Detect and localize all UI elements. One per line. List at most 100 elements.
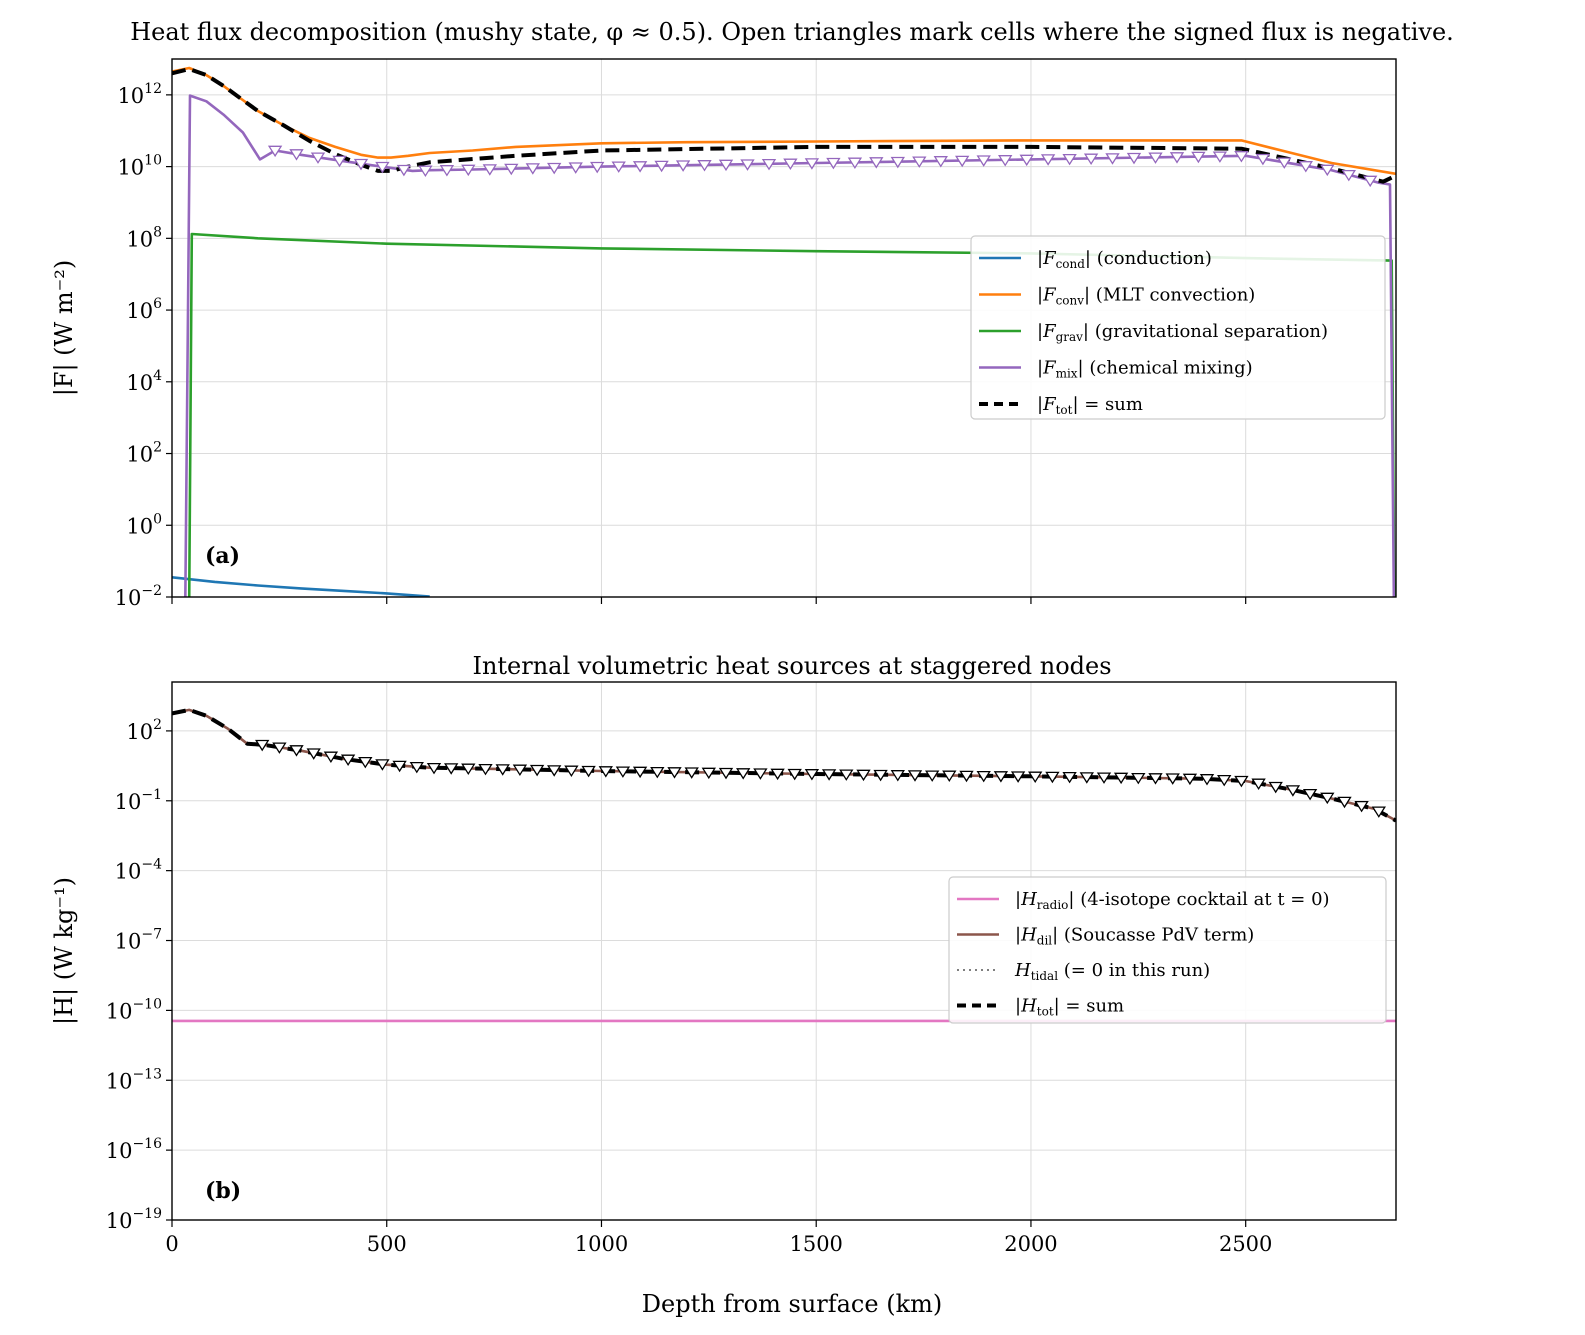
a-negative-marker xyxy=(611,161,626,173)
b-negative-marker xyxy=(856,769,871,782)
panel-a-label: (a) xyxy=(205,543,240,569)
a-y-tick-label: 1012 xyxy=(117,81,162,108)
a-negative-marker xyxy=(547,162,562,175)
a-negative-marker xyxy=(439,165,455,177)
b-negative-marker xyxy=(1010,771,1026,783)
b-legend-label-dil: |Hdil| (Soucasse PdV term) xyxy=(1015,925,1254,948)
b-negative-marker xyxy=(959,770,974,783)
panel-b-negative-markers xyxy=(255,739,1386,818)
a-negative-marker xyxy=(1363,175,1378,188)
a-negative-marker xyxy=(869,157,884,169)
b-negative-marker xyxy=(358,756,373,769)
a-negative-marker xyxy=(847,157,863,170)
b-negative-marker xyxy=(426,762,442,775)
b-negative-marker xyxy=(1234,775,1249,788)
b-negative-marker xyxy=(598,766,613,778)
b-negative-marker xyxy=(1096,772,1112,784)
title-panel-b: Internal volumetric heat sources at stag… xyxy=(472,652,1111,680)
b-negative-marker xyxy=(272,742,287,754)
a-legend-label-tot: |Ftot| = sum xyxy=(1037,394,1143,417)
a-legend-label-cond: |Fcond| (conduction) xyxy=(1037,248,1212,271)
b-legend-box xyxy=(948,876,1387,1024)
a-negative-marker xyxy=(1341,169,1356,182)
a-y-tick-label: 106 xyxy=(126,296,162,323)
b-negative-marker xyxy=(787,768,802,781)
a-negative-marker xyxy=(654,160,669,173)
a-negative-marker xyxy=(804,158,820,170)
b-negative-marker xyxy=(821,769,837,781)
b-negative-marker xyxy=(529,764,545,777)
a-negative-marker xyxy=(1169,152,1185,164)
b-negative-marker xyxy=(1131,772,1146,785)
b-negative-marker xyxy=(804,769,820,781)
a-negative-marker xyxy=(912,156,927,168)
b-negative-marker xyxy=(684,767,699,779)
a-negative-marker xyxy=(267,145,283,158)
a-negative-marker xyxy=(1105,153,1120,165)
b-negative-marker xyxy=(1165,773,1180,785)
panel-b-legend: |Hradio| (4-isotope cocktail at t = 0) |H… xyxy=(948,876,1387,1024)
b-negative-marker xyxy=(632,766,648,779)
panel-a-frame xyxy=(171,58,1397,598)
b-negative-marker xyxy=(581,765,596,778)
panel-b-y-axis-label: |H| (W kg⁻¹) xyxy=(50,877,79,1025)
b-x-tick-label: 2500 xyxy=(1219,1232,1272,1256)
a-negative-marker xyxy=(1062,153,1077,166)
a-negative-marker xyxy=(353,158,369,171)
b-negative-marker xyxy=(1217,774,1232,787)
b-negative-marker xyxy=(907,770,923,782)
a-y-tick-label: 108 xyxy=(126,224,162,251)
a-negative-marker xyxy=(976,155,991,167)
b-negative-marker xyxy=(1371,806,1386,818)
a-negative-marker xyxy=(396,164,412,177)
b-negative-marker xyxy=(547,765,562,777)
b-negative-marker xyxy=(942,770,957,783)
b-negative-marker xyxy=(753,768,768,780)
a-negative-marker xyxy=(332,155,347,168)
b-negative-marker xyxy=(839,769,854,781)
b-negative-marker xyxy=(736,768,751,780)
b-negative-marker xyxy=(306,748,321,760)
a-negative-marker xyxy=(697,160,712,172)
b-negative-marker xyxy=(1268,781,1283,794)
b-negative-marker xyxy=(323,751,339,764)
a-negative-marker xyxy=(1255,153,1271,166)
b-y-label-text: |H| (W kg⁻¹) xyxy=(50,877,79,1025)
a-negative-marker xyxy=(1234,151,1249,163)
b-negative-marker xyxy=(1182,773,1198,786)
b-y-tick-label: 10−7 xyxy=(115,927,162,954)
b-x-tick-label: 500 xyxy=(367,1232,407,1256)
b-negative-marker xyxy=(667,767,682,779)
panel-b-x-ticks: 0 500 1000 1500 2000 2500 xyxy=(165,1220,1272,1256)
panel-b-frame xyxy=(171,681,1397,1221)
a-negative-marker xyxy=(418,165,433,178)
b-negative-marker xyxy=(461,763,476,776)
a-negative-marker xyxy=(504,163,519,176)
b-negative-marker xyxy=(255,739,270,752)
a-negative-marker xyxy=(826,157,841,170)
a-series-tot xyxy=(172,67,1396,184)
a-y-tick-label: 102 xyxy=(126,440,162,467)
b-negative-marker xyxy=(289,745,304,757)
a-negative-marker xyxy=(718,159,734,172)
b-negative-marker xyxy=(1199,774,1215,786)
b-negative-marker xyxy=(1302,788,1318,801)
b-negative-marker xyxy=(701,767,716,780)
b-negative-marker xyxy=(1148,773,1163,785)
b-y-tick-label: 102 xyxy=(126,717,162,744)
b-negative-marker xyxy=(650,766,665,779)
b-negative-marker xyxy=(1320,792,1335,805)
a-negative-marker xyxy=(375,161,390,174)
b-x-tick-label: 1000 xyxy=(575,1232,628,1256)
b-y-tick-label: 10−1 xyxy=(115,787,162,814)
a-negative-marker xyxy=(955,155,970,168)
a-negative-marker xyxy=(890,156,905,169)
panel-b-label: (b) xyxy=(205,1178,241,1204)
a-y-tick-label: 10−2 xyxy=(115,583,162,610)
a-negative-marker xyxy=(1040,154,1056,166)
b-negative-marker xyxy=(444,763,459,775)
a-negative-marker xyxy=(1083,153,1099,166)
a-negative-marker xyxy=(482,164,497,176)
a-series-cond xyxy=(172,576,430,597)
